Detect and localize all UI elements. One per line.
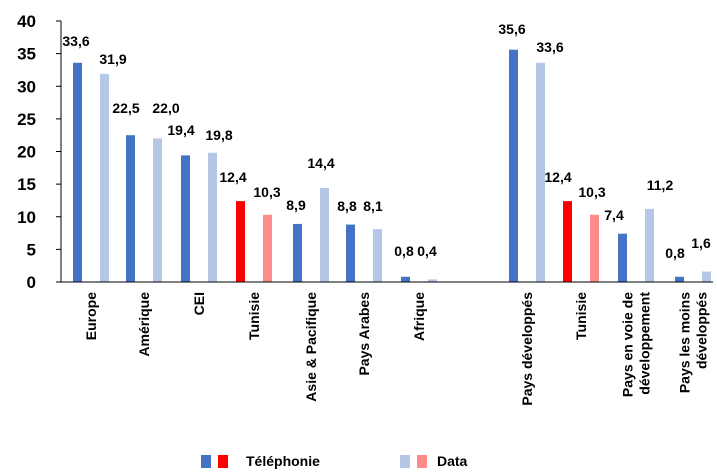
- data-label-data-9: 11,2: [647, 177, 674, 193]
- data-label-telephonie-4: 8,9: [286, 197, 306, 213]
- data-label-data-4: 14,4: [307, 155, 334, 171]
- data-labels-group: 33,6 31,9 22,5 22,0 19,4 19,8 12,4 10,3 8,9 14,4 8…: [62, 21, 711, 261]
- data-label-data-8: 10,3: [578, 184, 605, 200]
- x-tick-label-line: Tunisie: [246, 292, 262, 340]
- bar-data-9: [645, 208, 654, 282]
- data-label-data-0: 31,9: [99, 51, 126, 67]
- data-label-telephonie-2: 19,4: [167, 122, 194, 138]
- x-tick-label-1: Amérique: [136, 292, 152, 357]
- legend-swatch-telephonie-highlight: [218, 455, 228, 468]
- data-label-data-10: 1,6: [691, 235, 711, 251]
- y-tick-label: 25: [17, 110, 36, 129]
- x-tick-label-5: Pays Arabes: [356, 292, 372, 376]
- bar-telephonie-10: [675, 276, 684, 282]
- x-tick-label-line: Afrique: [411, 292, 427, 341]
- x-tick-label-line: Asie & Pacifique: [303, 292, 319, 402]
- data-label-telephonie-9: 7,4: [604, 207, 624, 223]
- x-tick-label-line: Pays les moins: [677, 292, 693, 393]
- x-tick-label-10: Pays les moinsdéveloppés: [677, 292, 710, 393]
- data-label-telephonie-8: 12,4: [544, 169, 571, 185]
- legend-label-data: Data: [437, 453, 468, 469]
- data-label-data-5: 8,1: [363, 198, 383, 214]
- x-tick-label-6: Afrique: [411, 292, 427, 341]
- data-label-telephonie-10: 0,8: [665, 245, 685, 261]
- data-label-telephonie-6: 0,8: [394, 243, 414, 259]
- bar-data-4: [320, 188, 329, 282]
- x-tick-label-line: CEI: [191, 292, 207, 315]
- y-tick-label: 20: [17, 143, 36, 162]
- y-tick-label: 40: [17, 12, 36, 31]
- bar-telephonie-9: [618, 233, 627, 282]
- x-tick-label-line: Pays Arabes: [356, 292, 372, 376]
- bar-telephonie-8: [563, 201, 572, 282]
- data-label-telephonie-3: 12,4: [219, 169, 246, 185]
- x-tick-labels-group: Europe Amérique CEI Tunisie Asie & Pacifique…: [83, 292, 710, 406]
- x-tick-label-line: Tunisie: [573, 292, 589, 340]
- x-tick-label-7: Pays développés: [519, 292, 535, 406]
- bar-telephonie-2: [181, 155, 190, 282]
- y-tick-label: 30: [17, 77, 36, 96]
- bar-data-5: [373, 229, 382, 282]
- bars-group: [73, 49, 711, 283]
- bar-data-6: [428, 279, 437, 282]
- x-tick-label-0: Europe: [83, 292, 99, 340]
- bar-telephonie-0: [73, 62, 82, 283]
- bar-telephonie-4: [293, 223, 302, 282]
- bar-data-10: [702, 271, 711, 282]
- bar-data-3: [263, 214, 272, 282]
- data-label-telephonie-1: 22,5: [112, 100, 139, 116]
- x-tick-label-line: Pays en voie de: [620, 292, 636, 397]
- legend-label-telephonie: Téléphonie: [246, 453, 320, 469]
- y-tick-label: 15: [17, 175, 36, 194]
- bar-telephonie-1: [126, 135, 135, 282]
- data-label-data-7: 33,6: [536, 39, 563, 55]
- data-label-data-3: 10,3: [253, 184, 280, 200]
- x-tick-label-8: Tunisie: [573, 292, 589, 340]
- bar-telephonie-6: [401, 276, 410, 282]
- bar-data-2: [208, 152, 217, 282]
- x-tick-label-2: CEI: [191, 292, 207, 315]
- legend-swatch-data: [400, 455, 410, 468]
- x-tick-label-3: Tunisie: [246, 292, 262, 340]
- data-label-data-6: 0,4: [417, 243, 437, 259]
- bar-data-8: [590, 214, 599, 282]
- data-label-telephonie-7: 35,6: [498, 21, 525, 37]
- y-tick-label: 10: [17, 208, 36, 227]
- legend-swatch-telephonie: [201, 455, 211, 468]
- bar-data-1: [153, 138, 162, 282]
- x-tick-label-line: Amérique: [136, 292, 152, 357]
- x-tick-label-line: Europe: [83, 292, 99, 340]
- y-tick-label: 0: [27, 273, 36, 292]
- y-tick-label: 5: [27, 240, 36, 259]
- bar-telephonie-3: [236, 201, 245, 282]
- x-tick-label-9: Pays en voie dedéveloppement: [620, 292, 653, 397]
- x-tick-label-line: développement: [637, 292, 653, 395]
- bar-data-0: [100, 73, 109, 282]
- data-label-telephonie-5: 8,8: [337, 198, 357, 214]
- bar-telephonie-5: [346, 224, 355, 282]
- y-tick-label: 35: [17, 45, 36, 64]
- data-label-telephonie-0: 33,6: [62, 33, 89, 49]
- bar-data-7: [536, 62, 545, 283]
- data-label-data-2: 19,8: [205, 127, 232, 143]
- legend-swatch-data-highlight: [417, 455, 427, 468]
- x-tick-label-4: Asie & Pacifique: [303, 292, 319, 402]
- x-tick-label-line: développés: [694, 292, 710, 369]
- x-tick-label-line: Pays développés: [519, 292, 535, 406]
- legend: Téléphonie Data: [201, 453, 468, 469]
- bar-telephonie-7: [509, 49, 518, 283]
- axes-group: 0 5 10 15 20 25 30 35 40: [17, 12, 713, 292]
- data-label-data-1: 22,0: [152, 100, 179, 116]
